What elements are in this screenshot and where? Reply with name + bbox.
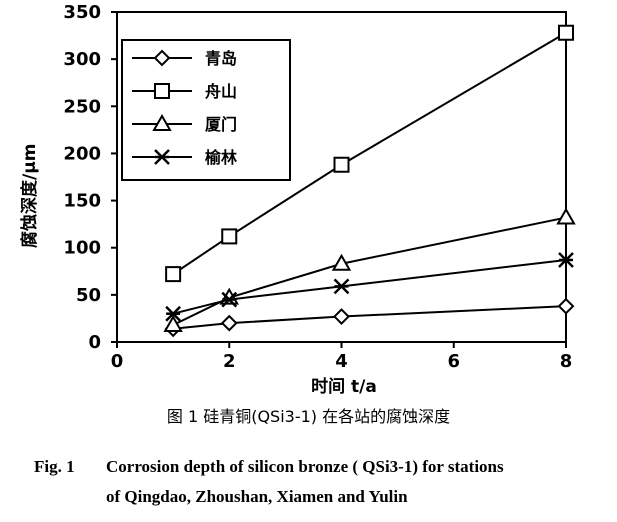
caption-figure-number: Fig. 1 xyxy=(34,457,75,476)
y-tick-label: 0 xyxy=(88,332,101,353)
legend-marker-square xyxy=(154,83,170,99)
data-point-asterisk xyxy=(221,291,238,308)
data-point-triangle xyxy=(331,253,352,271)
data-point-triangle xyxy=(556,207,576,225)
data-point-asterisk xyxy=(165,305,182,322)
series-line-asterisk xyxy=(172,258,567,315)
data-point-square xyxy=(221,228,238,245)
y-tick-label: 100 xyxy=(63,238,101,259)
caption-chinese: 图 1 硅青铜(QSi3-1) 在各站的腐蚀深度 xyxy=(166,407,451,426)
legend-label: 青岛 xyxy=(205,49,237,68)
y-tick-label: 350 xyxy=(63,2,101,23)
x-tick-label: 6 xyxy=(447,351,460,372)
data-point-diamond xyxy=(333,308,350,325)
y-tick-label: 150 xyxy=(63,191,101,212)
legend-marker-triangle xyxy=(152,113,172,131)
data-point-triangle xyxy=(163,315,183,333)
x-axis-label: 时间 t/a xyxy=(311,376,377,397)
legend-marker-diamond xyxy=(153,49,171,67)
data-point-diamond xyxy=(220,314,238,332)
legend-label: 榆林 xyxy=(205,148,237,167)
y-tick-label: 200 xyxy=(63,143,101,164)
data-point-diamond xyxy=(557,297,575,315)
caption-english: Fig. 1 Corrosion depth of silicon bronze … xyxy=(34,452,604,512)
caption-english-line2: of Qingdao, Zhoushan, Xiamen and Yulin xyxy=(106,487,408,506)
y-tick-label: 300 xyxy=(63,49,101,70)
series-line-diamond xyxy=(173,305,567,330)
legend-label: 舟山 xyxy=(205,82,237,101)
x-tick-label: 8 xyxy=(560,351,573,372)
data-point-square xyxy=(333,156,350,173)
caption-english-line1: Corrosion depth of silicon bronze ( QSi3… xyxy=(106,457,504,476)
x-tick-label: 0 xyxy=(111,351,124,372)
x-tick-label: 4 xyxy=(335,351,348,372)
data-point-asterisk xyxy=(558,252,574,268)
legend-marker-asterisk xyxy=(154,149,170,165)
x-tick-label: 2 xyxy=(223,351,236,372)
data-point-square xyxy=(558,24,574,41)
data-point-asterisk xyxy=(333,278,350,295)
series-line-square xyxy=(172,31,567,275)
y-tick-label: 50 xyxy=(76,285,101,306)
data-point-square xyxy=(165,266,182,283)
legend-label: 厦门 xyxy=(205,115,237,134)
y-tick-label: 250 xyxy=(63,96,101,117)
y-axis-label: 腐蚀深度/μm xyxy=(19,144,40,248)
series-line-triangle xyxy=(172,216,567,326)
